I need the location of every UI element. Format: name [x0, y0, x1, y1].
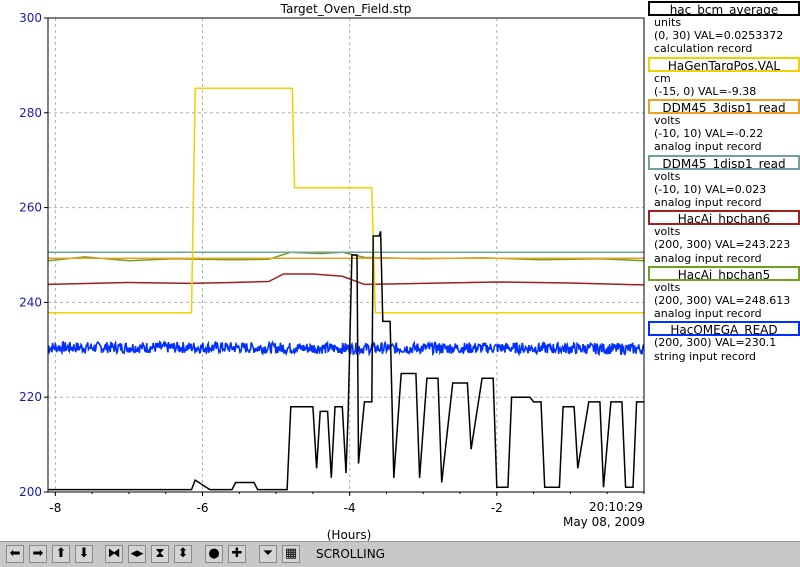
series-line-hacai-hpchan6	[47, 273, 645, 286]
legend-detail: analog input record	[654, 307, 762, 321]
toolbar: ➡ ➡ ⬆ ⬇ ⧓ ◂▸ ⧗ ⬍ ● ✚ ⏷ ▦ SCROLLING	[0, 541, 800, 567]
y-tick-label: 300	[19, 11, 42, 25]
toggle-scroll-icon[interactable]: ⏷	[259, 545, 277, 563]
plot-frame	[47, 17, 645, 493]
legend-detail: (200, 300) VAL=248.613	[654, 294, 791, 308]
chart-title: Target_Oven_Field.stp	[280, 2, 412, 16]
legend-entry-hacai-hpchan6[interactable]: HacAi_hpchan6	[648, 210, 800, 226]
legend-entry-hacomega-read[interactable]: HacOMEGA_READ	[648, 321, 800, 337]
pan-right-icon[interactable]: ➡	[29, 545, 47, 563]
legend-detail: units	[654, 16, 682, 29]
y-tick-label: 280	[19, 106, 42, 120]
y-tick-label: 240	[19, 295, 42, 309]
end-time: 20:10:29	[589, 500, 643, 514]
pan-left-icon[interactable]: ➡	[6, 545, 24, 563]
legend-detail: cm	[654, 71, 671, 85]
legend-detail: (-10, 10) VAL=-0.22	[654, 127, 764, 141]
legend-detail: volts	[654, 169, 681, 183]
legend-detail: analog input record	[654, 140, 762, 154]
pan-down-icon[interactable]: ⬇	[75, 545, 93, 563]
pan-up-icon[interactable]: ⬆	[52, 545, 70, 563]
x-tick-label: -4	[344, 501, 356, 515]
y-tick-label: 200	[19, 485, 42, 499]
legend-detail: analog input record	[654, 196, 762, 210]
legend-detail: calculation record	[654, 42, 753, 56]
legend-detail: (-10, 10) VAL=0.023	[654, 182, 767, 196]
legend-detail: (200, 300) VAL=230.1	[654, 336, 777, 350]
zoom-out-y-icon[interactable]: ⬍	[174, 545, 192, 563]
grid	[48, 18, 644, 492]
legend-detail: string input record	[654, 349, 757, 363]
zoom-out-x-icon[interactable]: ◂▸	[128, 545, 146, 563]
series-layer	[47, 87, 645, 491]
legend-detail: volts	[654, 225, 681, 239]
legend-detail: volts	[654, 114, 681, 128]
y-tick-label: 260	[19, 201, 42, 215]
scroll-status: SCROLLING	[316, 547, 385, 561]
y-axis: 200 220 240 260 280 300	[19, 11, 48, 499]
toggle-grid-icon[interactable]: ▦	[282, 545, 300, 563]
series-line-hagentargpos-val	[48, 87, 644, 314]
add-icon[interactable]: ✚	[228, 545, 246, 563]
x-axis-label: (Hours)	[327, 528, 372, 541]
reset-zoom-icon[interactable]: ●	[205, 545, 223, 563]
series-line-hac-bcm-average	[48, 231, 644, 491]
series-line-hacai-hpchan5	[47, 251, 645, 262]
zoom-in-y-icon[interactable]: ⧗	[151, 545, 169, 563]
x-axis: -8 -6 -4 -2	[49, 492, 645, 515]
legend-detail: (200, 300) VAL=243.223	[654, 238, 791, 252]
legend-entry-ddm45-3disp1-read[interactable]: DDM45_3disp1_read	[648, 99, 800, 115]
series-line-hacomega-read	[47, 340, 645, 357]
x-tick-label: -2	[491, 501, 503, 515]
legend-entry-ddm45-1disp1-read[interactable]: DDM45_1disp1_read	[648, 154, 800, 170]
end-date: May 08, 2009	[563, 515, 645, 529]
x-tick-label: -8	[49, 501, 61, 515]
legend-detail: (-15, 0) VAL=-9.38	[654, 84, 757, 98]
legend: hac_bcm_average units (0, 30) VAL=0.025337…	[648, 0, 800, 363]
y-tick-label: 220	[19, 390, 42, 404]
x-tick-label: -6	[197, 501, 209, 515]
legend-entry-hacai-hpchan5[interactable]: HacAi_hpchan5	[648, 265, 800, 281]
strip-chart: Target_Oven_Field.stp 200 220 240 260 280 300…	[19, 2, 645, 541]
legend-entry-hac-bcm-average[interactable]: hac_bcm_average	[648, 1, 800, 16]
legend-detail: analog input record	[654, 251, 762, 265]
zoom-in-x-icon[interactable]: ⧓	[105, 545, 123, 563]
legend-detail: volts	[654, 280, 681, 294]
legend-detail: (0, 30) VAL=0.0253372	[654, 29, 784, 43]
legend-entry-hagentargpos-val[interactable]: HaGenTargPos.VAL	[648, 56, 800, 72]
